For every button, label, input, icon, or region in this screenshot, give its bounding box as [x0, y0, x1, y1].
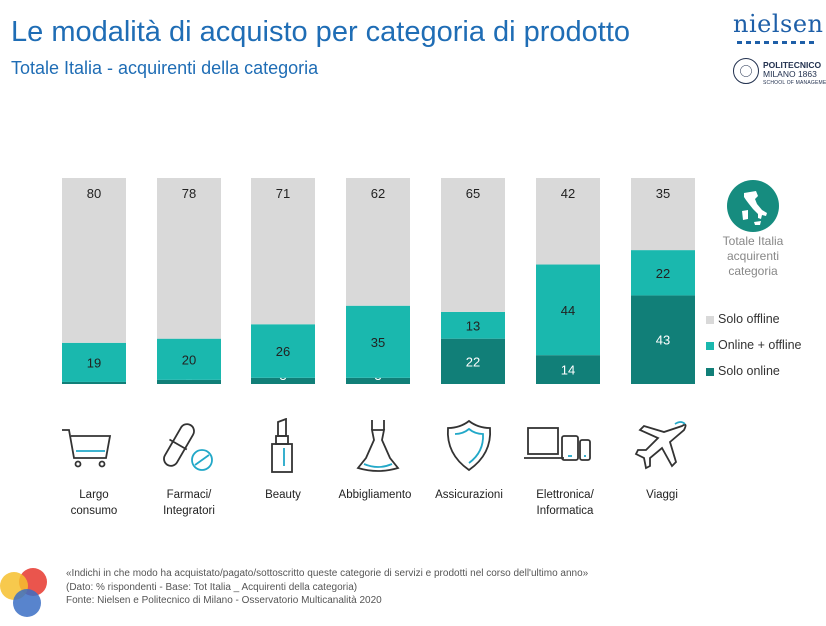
category-label-line-1: Elettronica/	[536, 489, 594, 501]
data-label-solo-offline-beauty: 71	[276, 186, 290, 201]
category-label-line-2: consumo	[70, 505, 118, 517]
shopping-cart-icon	[60, 418, 120, 480]
bar-online-offline-assicurazioni	[441, 311, 505, 339]
category-label: Assicurazioni	[419, 487, 519, 503]
italy-label-line-2: acquirenti	[726, 249, 780, 263]
category-label-line-1: Abbigliamento	[338, 489, 412, 501]
data-label-online-offline-largo-consumo: 19	[87, 355, 101, 370]
airplane-icon	[632, 418, 692, 480]
legend-swatch	[706, 342, 714, 350]
category-label-line-1: Farmaci/	[166, 489, 212, 501]
data-label-solo-offline-abbigliamento: 62	[371, 186, 385, 201]
bar-online-offline-farmaci-integratori	[157, 338, 221, 380]
category-label-line-1: Assicurazioni	[435, 489, 503, 501]
bar-solo-online-farmaci-integratori	[157, 379, 221, 384]
footnote-base: (Dato: % rispondenti - Base: Tot Italia …	[66, 581, 358, 593]
data-label-solo-offline-farmaci-integratori: 78	[182, 186, 196, 201]
polimi-name: POLITECNICO	[763, 60, 822, 70]
data-label-online-offline-assicurazioni: 13	[466, 318, 480, 333]
legend-label: Solo online	[718, 364, 780, 378]
polimi-logo: POLITECNICO MILANO 1863 SCHOOL OF MANAGE…	[733, 58, 826, 86]
bar-solo-offline-assicurazioni	[441, 178, 505, 312]
data-label-solo-online-assicurazioni: 22	[466, 354, 480, 369]
data-label-solo-online-viaggi: 43	[656, 333, 670, 348]
italy-map-icon	[727, 180, 779, 232]
data-label-solo-offline-assicurazioni: 65	[466, 186, 480, 201]
bar-online-offline-abbigliamento	[346, 305, 410, 378]
category-label-line-1: Largo	[79, 489, 109, 501]
footnote-source: Fonte: Nielsen e Politecnico di Milano -…	[66, 595, 382, 606]
data-label-online-offline-beauty: 26	[276, 344, 290, 359]
italy-label-line-3: categoria	[728, 264, 778, 278]
chart-title: Le modalità di acquisto per categoria di…	[11, 16, 631, 48]
category-label: Farmaci/ Integratori	[139, 487, 239, 519]
lipstick-icon	[253, 417, 313, 480]
dress-icon	[348, 418, 408, 480]
category-label: Viaggi	[612, 487, 712, 503]
legend-label: Solo offline	[718, 312, 780, 326]
category-label-line-2: Integratori	[163, 505, 215, 517]
pill-icon	[158, 418, 218, 480]
bar-solo-online-beauty	[251, 377, 315, 384]
polimi-seal-icon	[733, 58, 759, 84]
bar-solo-online-elettronica-informatica	[536, 355, 600, 384]
bar-solo-offline-beauty	[251, 178, 315, 325]
legend-label: Online + offline	[718, 338, 802, 352]
category-label: Elettronica/ Informatica	[515, 487, 615, 519]
footnote: «Indichi in che modo ha acquistato/pagat…	[66, 567, 588, 608]
category-label: Beauty	[233, 487, 333, 503]
category-label-line-1: Beauty	[265, 489, 301, 501]
polimi-school: SCHOOL OF MANAGEMENT	[763, 80, 826, 86]
legend-swatch	[706, 368, 714, 376]
data-label-solo-offline-largo-consumo: 80	[87, 186, 101, 201]
bar-solo-offline-abbigliamento	[346, 178, 410, 306]
nielsen-logo: nielsen	[733, 10, 824, 38]
data-label-online-offline-viaggi: 22	[656, 266, 670, 281]
nielsen-logo-dots	[737, 41, 817, 44]
devices-icon	[524, 418, 591, 480]
footnote-question: «Indichi in che modo ha acquistato/pagat…	[66, 568, 589, 579]
bar-online-offline-viaggi	[631, 250, 695, 296]
bar-solo-online-assicurazioni	[441, 338, 505, 384]
osservatorio-logo-icon	[0, 566, 50, 621]
category-label: Abbigliamento	[325, 487, 425, 503]
category-label-line-2: Informatica	[536, 505, 594, 517]
bar-solo-offline-viaggi	[631, 178, 695, 251]
polimi-city: MILANO 1863	[763, 69, 817, 79]
italy-label: Totale Italia acquirenti categoria	[702, 234, 804, 279]
italy-label-line-1: Totale Italia	[722, 234, 784, 248]
bar-online-offline-largo-consumo	[62, 342, 126, 382]
data-label-solo-online-elettronica-informatica: 14	[561, 363, 575, 378]
bar-solo-online-abbigliamento	[346, 377, 410, 384]
data-label-online-offline-elettronica-informatica: 44	[561, 303, 575, 318]
data-label-solo-offline-viaggi: 35	[656, 186, 670, 201]
legend-swatch	[706, 316, 714, 324]
data-label-solo-offline-elettronica-informatica: 42	[561, 186, 575, 201]
category-label: Largo consumo	[44, 487, 144, 519]
bar-solo-offline-largo-consumo	[62, 178, 126, 343]
data-label-online-offline-abbigliamento: 35	[371, 335, 385, 350]
bar-solo-offline-elettronica-informatica	[536, 178, 600, 265]
bar-solo-online-largo-consumo	[62, 381, 126, 384]
chart-subtitle: Totale Italia - acquirenti della categor…	[11, 58, 319, 78]
category-label-line-1: Viaggi	[646, 489, 678, 501]
bar-online-offline-elettronica-informatica	[536, 264, 600, 356]
bar-solo-online-viaggi	[631, 295, 695, 384]
bar-online-offline-beauty	[251, 324, 315, 378]
shield-icon	[442, 418, 502, 480]
data-label-online-offline-farmaci-integratori: 20	[182, 352, 196, 367]
bar-solo-offline-farmaci-integratori	[157, 178, 221, 339]
